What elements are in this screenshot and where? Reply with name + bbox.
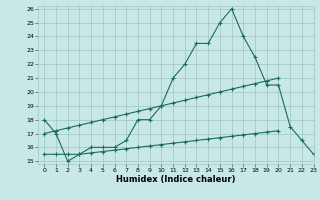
X-axis label: Humidex (Indice chaleur): Humidex (Indice chaleur) bbox=[116, 175, 236, 184]
